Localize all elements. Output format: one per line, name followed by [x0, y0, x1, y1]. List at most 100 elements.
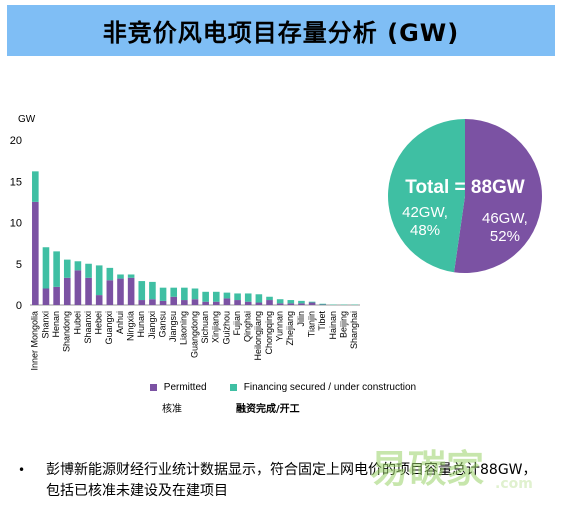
bar-permitted — [63, 277, 71, 305]
watermark-text: 易碳家 — [370, 447, 484, 491]
legend-label-financing: Financing secured / under construction — [243, 382, 417, 393]
x-tick-label: Xinjiang — [211, 311, 221, 343]
bar-permitted — [244, 301, 252, 305]
bar-financing — [212, 291, 220, 302]
x-tick-label: Yunnan — [275, 311, 285, 342]
watermark-logo: 易碳家 .com — [370, 447, 533, 492]
bar-financing — [276, 299, 284, 304]
bar-financing — [266, 296, 273, 301]
x-tick-label: Liaoning — [179, 311, 189, 345]
x-tick-label: Zhejiang — [285, 311, 295, 346]
x-tick-label: Shanghai — [349, 311, 359, 349]
pie-slice-label: 46GW, 52% — [482, 210, 528, 245]
bar-financing — [85, 263, 92, 278]
bar-financing — [159, 287, 167, 301]
bar-financing — [106, 267, 114, 281]
legend-swatch-permitted — [150, 383, 157, 391]
legend-permitted: Permitted — [150, 382, 207, 393]
x-tick-label: Fujian — [232, 311, 242, 336]
bar-permitted — [298, 303, 305, 305]
bar-financing — [298, 300, 305, 304]
y-tick-label: 0 — [16, 300, 22, 312]
x-tick-label: Hunan — [136, 311, 146, 338]
bar-financing — [287, 300, 295, 304]
bar-permitted — [149, 299, 156, 305]
bar-financing — [149, 281, 156, 300]
pie-slice — [454, 119, 542, 273]
bar-financing — [127, 274, 135, 278]
bar-financing — [223, 292, 231, 299]
pie-slice-label-line: 48% — [410, 222, 440, 239]
y-tick-label: 20 — [10, 135, 22, 147]
x-tick-label: Chongqing — [264, 311, 274, 355]
bullet-text: 彭博新能源财经行业统计数据显示，符合固定上网电价的项目容量总计88GW，包括已核… — [46, 462, 537, 499]
x-tick-label: Shanxi — [40, 311, 50, 339]
x-tick-label: Guangdong — [189, 311, 199, 358]
x-tick-label: Shaanxi — [83, 311, 93, 344]
legend-label-permitted: Permitted — [163, 382, 207, 393]
y-tick-label: 5 — [16, 259, 22, 271]
legend-permitted-zh: 核准 — [162, 404, 182, 415]
x-tick-label: Jilin — [296, 311, 306, 327]
x-tick-label: Hubei — [72, 311, 82, 335]
bar-permitted — [53, 286, 60, 305]
bar-permitted — [127, 277, 135, 305]
bar-permitted — [117, 278, 124, 305]
pie-slice-label: 42GW, 48% — [402, 204, 448, 239]
legend-swatch-financing — [230, 383, 237, 391]
title-banner: 非竞价风电项目存量分析 (GW) — [7, 5, 555, 56]
bar-permitted — [95, 295, 103, 305]
y-tick-label: 10 — [10, 218, 22, 230]
bar-financing — [234, 293, 241, 301]
bar-financing — [181, 287, 188, 301]
watermark-suffix: .com — [495, 476, 533, 492]
bar-permitted — [74, 270, 82, 305]
x-tick-label: Hainan — [328, 311, 338, 340]
legend-financing-zh: 融资完成/开工 — [236, 404, 300, 415]
bar-permitted — [266, 300, 273, 305]
bar-financing — [202, 291, 209, 302]
x-tick-label: Beijing — [338, 311, 348, 338]
pie-slice-label-line: 42GW, — [402, 204, 448, 221]
bar-permitted — [191, 299, 199, 305]
y-tick-label: 15 — [10, 176, 22, 188]
bar-permitted — [212, 301, 220, 305]
bar-permitted — [181, 300, 188, 305]
bar-financing — [255, 294, 263, 303]
bar-permitted — [202, 301, 209, 305]
bar-permitted — [276, 303, 284, 305]
x-tick-label: Guangxi — [104, 311, 114, 345]
pie-total-title: Total = 88GW — [405, 177, 525, 198]
bar-financing — [53, 251, 60, 287]
x-tick-label: Ningxia — [126, 311, 136, 341]
pie-slice-label-line: 52% — [490, 228, 520, 245]
bar-financing — [244, 293, 252, 302]
bar-permitted — [85, 277, 92, 305]
x-tick-label: Sichuan — [200, 311, 210, 344]
bar-financing — [74, 261, 82, 271]
x-tick-label: Jiangxi — [147, 311, 157, 339]
x-tick-label: Gansu — [157, 311, 167, 338]
bar-financing — [319, 303, 327, 305]
bar-permitted — [234, 300, 241, 305]
x-tick-label: Tibet — [317, 311, 327, 331]
bar-permitted — [106, 280, 114, 305]
bar-permitted — [170, 296, 178, 305]
bar-financing — [191, 288, 199, 300]
bar-permitted — [42, 288, 50, 305]
bar-permitted — [255, 302, 263, 305]
bar-permitted — [287, 303, 295, 305]
x-tick-label: Tianjin — [306, 311, 316, 337]
legend-financing: Financing secured / under construction — [230, 382, 416, 393]
bullet-marker: • — [18, 463, 26, 477]
bar-financing — [42, 247, 50, 289]
x-tick-label: Heilongjiang — [253, 311, 263, 361]
x-tick-label: Hebei — [94, 311, 104, 335]
bar-financing — [32, 171, 39, 202]
bar-permitted — [138, 300, 146, 305]
pie-slice — [387, 119, 465, 273]
bar-financing — [308, 301, 316, 303]
x-tick-label: Anhui — [115, 311, 125, 334]
x-tick-label: Henan — [51, 311, 61, 338]
